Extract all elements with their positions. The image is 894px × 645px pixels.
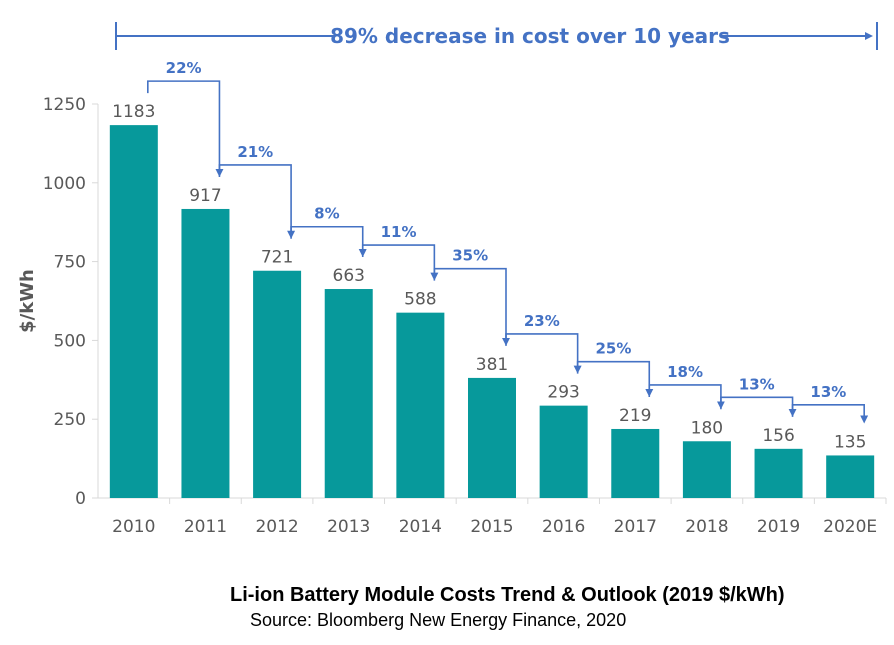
data-label: 663 (333, 266, 365, 286)
chart-source: Source: Bloomberg New Energy Finance, 20… (250, 610, 627, 630)
bar (181, 208, 230, 498)
data-label: 293 (547, 383, 579, 403)
decrease-label: 23% (524, 312, 560, 330)
x-tick-label: 2017 (614, 517, 657, 537)
bar (324, 289, 373, 498)
x-tick-label: 2013 (327, 517, 370, 537)
decrease-arrow (576, 360, 654, 397)
bar (611, 428, 660, 498)
decrease-label: 8% (314, 205, 339, 223)
x-tick-label: 2018 (685, 517, 728, 537)
decrease-arrow (433, 267, 510, 346)
decrease-label: 13% (810, 383, 846, 401)
decrease-label: 13% (739, 375, 775, 393)
y-tick-label: 1250 (43, 95, 86, 115)
decrease-arrow (791, 404, 869, 424)
decrease-label: 22% (166, 59, 202, 77)
bar (682, 441, 731, 498)
x-tick-label: 2020E (823, 517, 877, 537)
x-tick-label: 2012 (255, 517, 298, 537)
y-tick-label: 0 (75, 489, 86, 509)
data-label: 917 (189, 186, 221, 206)
y-tick-label: 1000 (43, 174, 86, 194)
y-tick-label: 250 (54, 410, 86, 430)
x-tick-label: 2011 (184, 517, 227, 537)
decrease-arrow (720, 396, 797, 417)
decrease-label: 25% (596, 340, 632, 358)
x-tick-label: 2019 (757, 517, 800, 537)
decrease-label: 11% (381, 223, 417, 241)
x-tick-label: 2016 (542, 517, 585, 537)
bar (754, 448, 803, 498)
bar (253, 270, 302, 498)
data-label: 721 (261, 248, 293, 268)
bar (539, 405, 588, 498)
data-label: 588 (404, 290, 436, 310)
y-axis-label: $/kWh (17, 269, 38, 333)
data-label: 156 (762, 426, 794, 446)
data-label: 135 (834, 432, 866, 452)
bar (396, 312, 445, 498)
chart-headline: 89% decrease in cost over 10 years (330, 24, 730, 48)
data-label: 180 (691, 418, 723, 438)
decrease-arrow (147, 80, 224, 177)
bar-chart: 0 250 500 750 1000 1250 $/kWh 1183 2010 917 2011 72… (17, 22, 887, 537)
decrease-arrow (290, 225, 367, 258)
y-tick-label: 750 (54, 253, 86, 273)
decrease-arrow (648, 384, 725, 410)
decrease-arrow (505, 333, 582, 374)
bar (109, 125, 158, 498)
x-tick-label: 2010 (112, 517, 155, 537)
y-tick-label: 500 (54, 331, 86, 351)
chart-title: Li-ion Battery Module Costs Trend & Outl… (230, 584, 785, 606)
x-tick-label: 2014 (399, 517, 442, 537)
data-label: 381 (476, 355, 508, 375)
data-label: 1183 (112, 102, 155, 122)
decrease-arrow (361, 244, 439, 281)
x-tick-label: 2015 (470, 517, 513, 537)
decrease-label: 21% (237, 143, 273, 161)
decrease-label: 18% (667, 363, 703, 381)
decrease-arrow (218, 164, 296, 239)
decrease-label: 35% (452, 247, 488, 265)
bar (826, 455, 875, 498)
bar (468, 377, 516, 498)
data-label: 219 (619, 406, 651, 426)
